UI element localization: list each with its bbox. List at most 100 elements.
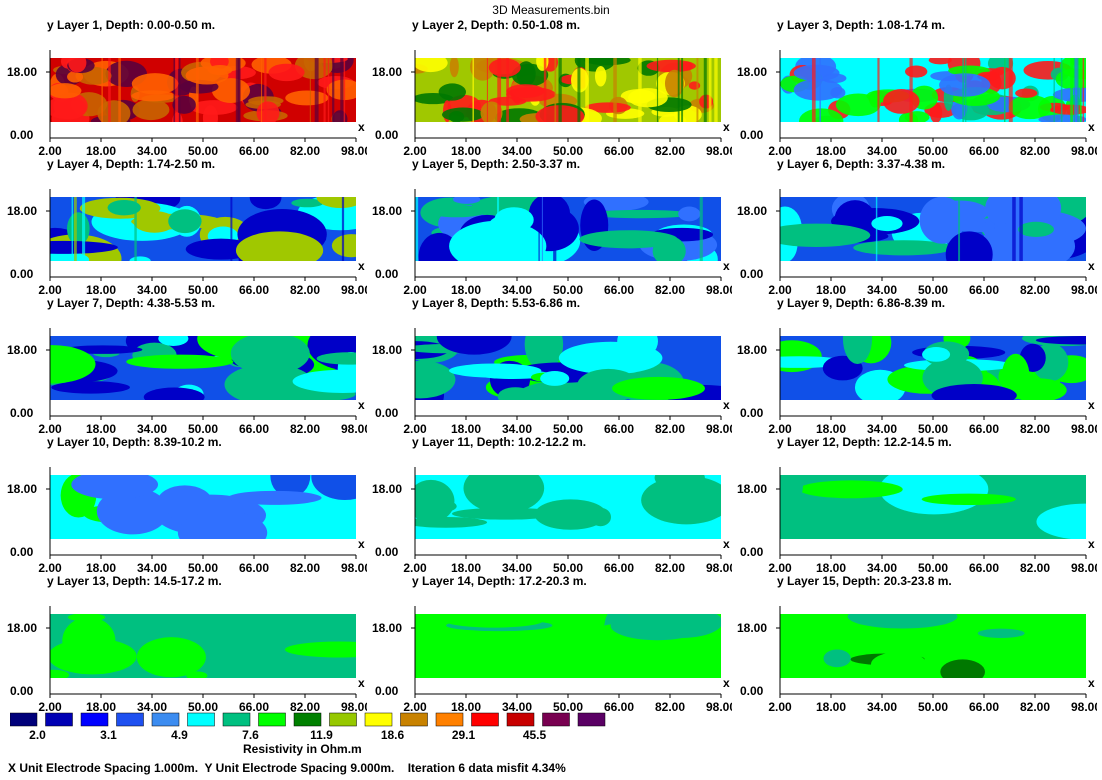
x-tick-label: 82.00 [1020,700,1050,713]
x-tick-label: 50.00 [553,283,583,296]
x-tick-label: 82.00 [1020,422,1050,435]
layer-title: y Layer 10, Depth: 8.39-10.2 m. [47,435,222,449]
x-axis-label: x [358,537,365,551]
x-tick-label: 2.00 [38,700,62,713]
layer-panel: y Layer 10, Depth: 8.39-10.2 m. 18.00 0.00… [5,435,367,574]
layer-contour-plot: 18.00 0.00 2.00 18.00 34.00 50.00 66.00 82.00 98… [737,606,1097,713]
layer-contour-plot: 18.00 0.00 2.00 18.00 34.00 50.00 66.00 82.00 98… [737,50,1097,157]
y-tick-label: 0.00 [10,684,34,698]
y-axis: 18.00 0.00 [372,50,416,142]
x-tick-label: 82.00 [655,561,685,574]
x-tick-label: 50.00 [188,700,218,713]
y-tick-label: 18.00 [7,204,37,218]
y-tick-label: 18.00 [7,65,37,79]
layer-contour-plot: 18.00 0.00 2.00 18.00 34.00 50.00 66.00 82.00 98… [737,467,1097,574]
x-axis: 2.00 18.00 34.00 50.00 66.00 82.00 98.00 x [38,676,367,713]
resistivity-map [415,336,721,400]
y-tick-label: 18.00 [7,343,37,357]
x-tick-label: 50.00 [188,144,218,157]
resistivity-map [415,197,721,261]
legend-swatch [506,712,535,727]
layer-panel: y Layer 7, Depth: 4.38-5.53 m. 18.00 0.00 2… [5,296,367,435]
x-tick-label: 18.00 [816,283,846,296]
x-tick-label: 98.00 [341,144,367,157]
x-tick-label: 34.00 [137,422,167,435]
legend-swatch [45,712,73,727]
x-axis-label: x [723,537,730,551]
x-tick-label: 18.00 [451,144,481,157]
x-tick-label: 18.00 [86,561,116,574]
layer-panel: y Layer 2, Depth: 0.50-1.08 m. 18.00 0.00 2… [370,18,732,157]
layer-contour-plot: 18.00 0.00 2.00 18.00 34.00 50.00 66.00 82.00 98… [7,189,367,296]
y-tick-label: 0.00 [740,128,764,142]
layer-panels: y Layer 1, Depth: 0.00-0.50 m. 18.00 0.00 2… [5,18,1097,713]
legend-value-label: 18.6 [381,728,405,742]
y-tick-label: 0.00 [10,545,34,559]
resistivity-map [50,58,356,122]
y-axis: 18.00 0.00 [7,189,51,281]
x-axis: 2.00 18.00 34.00 50.00 66.00 82.00 98.00 x [38,120,367,157]
x-tick-label: 2.00 [403,144,427,157]
legend-value-label: 3.1 [100,728,117,742]
x-tick-label: 18.00 [816,561,846,574]
layer-panel: y Layer 1, Depth: 0.00-0.50 m. 18.00 0.00 2… [5,18,367,157]
legend-swatch [80,712,109,727]
y-tick-label: 18.00 [737,343,767,357]
layer-contour-plot: 18.00 0.00 2.00 18.00 34.00 50.00 66.00 82.00 98… [7,328,367,435]
x-axis: 2.00 18.00 34.00 50.00 66.00 82.00 98.00 x [768,537,1097,574]
x-tick-label: 98.00 [706,283,732,296]
layer-contour-plot: 18.00 0.00 2.00 18.00 34.00 50.00 66.00 82.00 98… [372,50,732,157]
resistivity-map [780,475,1086,539]
y-tick-label: 18.00 [372,65,402,79]
x-tick-label: 2.00 [38,561,62,574]
layer-panel: y Layer 14, Depth: 17.2-20.3 m. 18.00 0.00… [370,574,732,713]
y-tick-label: 18.00 [737,621,767,635]
y-tick-label: 18.00 [372,621,402,635]
layer-panel: y Layer 13, Depth: 14.5-17.2 m. 18.00 0.00… [5,574,367,713]
x-tick-label: 34.00 [867,144,897,157]
x-tick-label: 2.00 [38,422,62,435]
y-tick-label: 0.00 [375,545,399,559]
x-axis-label: x [358,120,365,134]
x-tick-label: 2.00 [768,422,792,435]
layer-panel: y Layer 9, Depth: 6.86-8.39 m. 18.00 0.00 2… [735,296,1097,435]
y-tick-label: 0.00 [375,406,399,420]
legend-swatch [187,712,215,727]
x-tick-label: 98.00 [1071,283,1097,296]
x-tick-label: 34.00 [137,561,167,574]
layer-title: y Layer 2, Depth: 0.50-1.08 m. [412,18,581,32]
legend-swatch [577,712,606,727]
y-tick-label: 18.00 [372,204,402,218]
x-tick-label: 98.00 [706,422,732,435]
y-tick-label: 0.00 [375,128,399,142]
x-tick-label: 66.00 [969,422,999,435]
layer-title: y Layer 3, Depth: 1.08-1.74 m. [777,18,946,32]
resistivity-map [780,336,1086,400]
y-tick-label: 18.00 [737,204,767,218]
legend-swatch [116,712,144,727]
layer-contour-plot: 18.00 0.00 2.00 18.00 34.00 50.00 66.00 82.00 98… [7,50,367,157]
x-axis-label: x [1088,398,1095,412]
layer-contour-plot: 18.00 0.00 2.00 18.00 34.00 50.00 66.00 82.00 98… [737,189,1097,296]
x-tick-label: 98.00 [1071,144,1097,157]
resistivity-map [415,58,721,122]
x-tick-label: 34.00 [867,422,897,435]
x-tick-label: 50.00 [553,144,583,157]
x-tick-label: 82.00 [655,700,685,713]
x-axis: 2.00 18.00 34.00 50.00 66.00 82.00 98.00 x [768,398,1097,435]
x-tick-label: 66.00 [239,422,269,435]
x-tick-label: 50.00 [553,422,583,435]
layer-contour-plot: 18.00 0.00 2.00 18.00 34.00 50.00 66.00 82.00 98… [372,189,732,296]
x-axis: 2.00 18.00 34.00 50.00 66.00 82.00 98.00 x [768,259,1097,296]
legend-swatch [258,712,286,727]
x-tick-label: 98.00 [1071,561,1097,574]
x-axis: 2.00 18.00 34.00 50.00 66.00 82.00 98.00 x [768,676,1097,713]
x-tick-label: 34.00 [137,144,167,157]
x-tick-label: 82.00 [290,700,320,713]
legend-swatch [364,712,393,727]
layer-title: y Layer 8, Depth: 5.53-6.86 m. [412,296,581,310]
x-tick-label: 66.00 [969,283,999,296]
resistivity-map [50,336,356,400]
layer-title: y Layer 4, Depth: 1.74-2.50 m. [47,157,216,171]
x-tick-label: 2.00 [768,283,792,296]
